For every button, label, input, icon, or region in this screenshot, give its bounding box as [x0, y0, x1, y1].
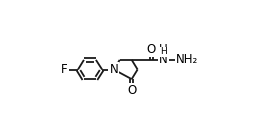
Text: F: F — [61, 63, 68, 76]
Text: O: O — [127, 84, 136, 97]
Text: N: N — [159, 53, 168, 66]
Text: H: H — [159, 43, 168, 56]
Text: NH₂: NH₂ — [176, 53, 198, 66]
Text: H: H — [160, 47, 167, 56]
Text: N: N — [110, 63, 118, 76]
Text: O: O — [147, 43, 156, 56]
